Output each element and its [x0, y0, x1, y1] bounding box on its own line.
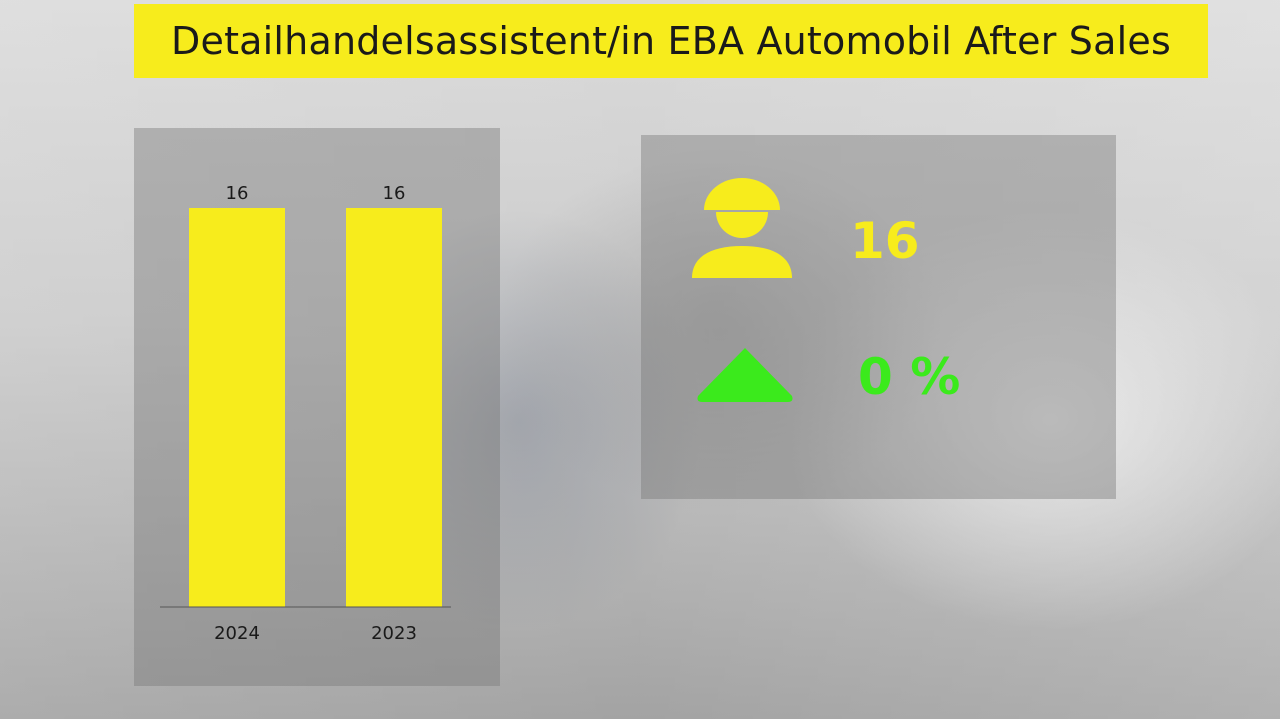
bar-2024 — [189, 208, 285, 607]
bar-2023 — [346, 208, 442, 607]
data-label-2023: 16 — [383, 183, 406, 204]
learner-count-value: 16 — [850, 212, 920, 270]
data-label-2024: 16 — [226, 183, 249, 204]
x-tick-label-2023: 2023 — [371, 623, 417, 644]
triangle-up-icon — [697, 348, 793, 402]
change-percent-value: 0 % — [858, 348, 961, 406]
person-icon — [692, 178, 792, 278]
x-tick-label-2024: 2024 — [214, 623, 260, 644]
title-banner: Detailhandelsassistent/in EBA Automobil … — [134, 4, 1208, 78]
page-title: Detailhandelsassistent/in EBA Automobil … — [171, 19, 1171, 63]
